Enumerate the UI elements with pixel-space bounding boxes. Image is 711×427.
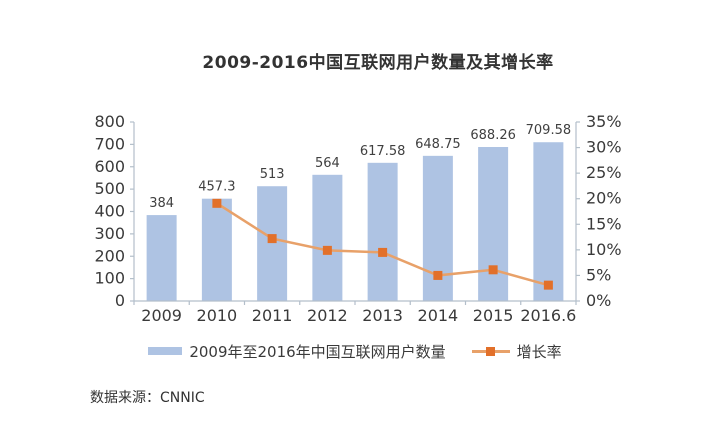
legend-label-users: 2009年至2016年中国互联网用户数量: [189, 342, 446, 361]
growth-rate-marker-icon: [267, 234, 277, 244]
bar: [257, 186, 288, 301]
left-axis-tick-label: 200: [94, 246, 125, 265]
bar-value-label: 648.75: [415, 137, 461, 152]
x-axis-category-label: 2010: [197, 306, 238, 325]
growth-rate-marker-icon: [433, 270, 443, 280]
right-axis-tick-label: 30%: [586, 138, 622, 157]
growth-rate-marker-icon: [212, 198, 222, 208]
bar-value-label: 457.3: [198, 180, 235, 195]
left-axis-tick-label: 700: [94, 134, 125, 153]
right-axis-tick-label: 35%: [586, 112, 622, 131]
left-axis-tick-label: 400: [94, 202, 125, 221]
left-axis-tick-label: 0: [115, 291, 125, 310]
legend-item-users: 2009年至2016年中国互联网用户数量: [148, 341, 446, 362]
right-axis-tick-label: 25%: [586, 163, 622, 182]
x-axis-category-label: 2016.6: [520, 306, 576, 325]
right-axis-tick-label: 20%: [586, 189, 622, 208]
growth-rate-marker-icon: [378, 247, 388, 257]
bar-series-swatch-icon: [148, 347, 183, 355]
bar: [367, 162, 398, 301]
x-axis-category-label: 2013: [362, 306, 403, 325]
bar: [478, 147, 509, 301]
legend-item-growth: 增长率: [471, 341, 562, 362]
data-source-note: 数据来源：CNNIC: [90, 390, 205, 406]
bar: [533, 142, 564, 301]
right-axis-tick-label: 10%: [586, 240, 622, 259]
x-axis-category-label: 2009: [141, 306, 182, 325]
right-axis-tick-label: 15%: [586, 214, 622, 233]
right-axis-tick-label: 5%: [586, 265, 611, 284]
x-axis-category-label: 2014: [418, 306, 459, 325]
left-axis-tick-label: 300: [94, 224, 125, 243]
growth-rate-marker-icon: [322, 245, 332, 255]
left-axis-tick-label: 500: [94, 179, 125, 198]
bar-value-label: 384: [149, 196, 174, 211]
line-series-swatch-icon: [471, 346, 510, 356]
legend: 2009年至2016年中国互联网用户数量 增长率: [30, 341, 680, 361]
left-axis-tick-label: 100: [94, 269, 125, 288]
bar: [146, 215, 177, 301]
bar-value-label: 617.58: [360, 144, 406, 159]
bar-value-label: 709.58: [526, 123, 572, 138]
bar: [201, 198, 232, 301]
right-axis-tick-label: 0%: [586, 291, 611, 310]
chart-title: 2009-2016中国互联网用户数量及其增长率: [202, 53, 554, 73]
bar-value-label: 564: [315, 156, 340, 171]
left-axis-tick-label: 600: [94, 157, 125, 176]
bar-value-label: 513: [260, 167, 285, 182]
left-axis-tick-label: 800: [94, 112, 125, 131]
x-axis-category-label: 2012: [307, 306, 348, 325]
legend-label-growth: 增长率: [516, 342, 562, 361]
x-axis-category-label: 2011: [252, 306, 293, 325]
x-axis-category-label: 2015: [473, 306, 514, 325]
growth-rate-marker-icon: [543, 280, 553, 290]
growth-rate-marker-icon: [488, 265, 498, 275]
line-marker-icon: [485, 346, 495, 356]
bar: [312, 174, 343, 301]
bar-value-label: 688.26: [470, 128, 516, 143]
